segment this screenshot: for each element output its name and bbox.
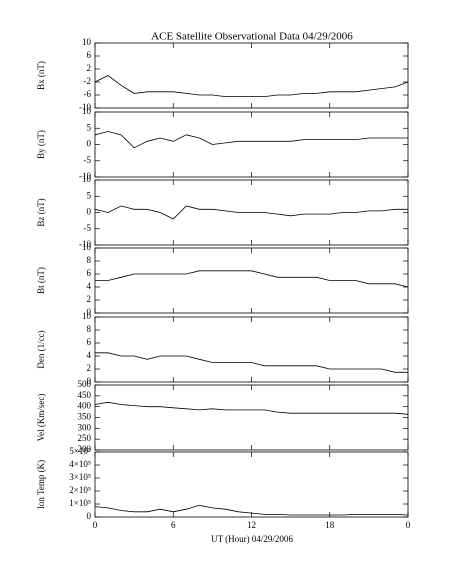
y-tick-label: 0 <box>87 511 92 521</box>
y-tick-label: 6 <box>87 268 92 278</box>
y-tick-label: 300 <box>78 422 92 432</box>
chart-title: ACE Satellite Observational Data 04/29/2… <box>151 31 353 43</box>
panel-frame <box>94 111 409 178</box>
y-tick-label: 2 <box>87 63 92 73</box>
x-tick-label: 18 <box>325 520 335 530</box>
y-tick-label: 4 <box>87 350 92 360</box>
y-tick-label: 3×10⁵ <box>69 472 91 482</box>
y-axis-title: Bz (nT) <box>36 198 46 226</box>
y-tick-label: -10 <box>79 239 91 249</box>
y-axis-title: Ion Temp (K) <box>36 460 46 509</box>
y-tick-label: 0 <box>87 307 92 317</box>
y-tick-label: 0 <box>87 139 92 149</box>
x-tick-label: 0 <box>93 520 98 530</box>
y-tick-label: 2×10⁵ <box>69 485 91 495</box>
panel-frame <box>94 42 409 109</box>
x-axis-title: UT (Hour) 04/29/2006 <box>211 534 293 544</box>
y-tick-label: 350 <box>78 412 92 422</box>
data-line <box>95 352 408 373</box>
data-line <box>94 504 409 516</box>
y-tick-label: 8 <box>87 324 92 334</box>
y-axis-title: Den (1/cc) <box>36 330 46 368</box>
y-tick-label: 5×10⁵ <box>69 446 91 456</box>
y-tick-label: -10 <box>79 171 91 181</box>
x-tick-label: 0 <box>406 520 411 530</box>
y-tick-label: -10 <box>79 102 91 112</box>
y-tick-label: 10 <box>82 311 92 321</box>
y-tick-label: 1×10⁵ <box>69 498 91 508</box>
y-tick-label: 10 <box>82 242 92 252</box>
y-tick-label: 5 <box>87 190 92 200</box>
y-tick-label: -6 <box>84 89 92 99</box>
y-tick-label: 2 <box>87 363 92 373</box>
y-tick-label: 5 <box>87 122 92 132</box>
y-tick-label: 250 <box>78 433 92 443</box>
panel-frame <box>94 451 409 518</box>
data-line <box>94 401 409 415</box>
y-axis-title: Vel (Km/sec) <box>36 394 46 442</box>
y-tick-label: 400 <box>78 401 92 411</box>
y-tick-label: 6 <box>87 50 92 60</box>
y-tick-label: 0 <box>87 207 92 217</box>
y-tick-label: 6 <box>87 337 92 347</box>
y-tick-label: 10 <box>82 174 92 184</box>
data-line <box>94 75 409 97</box>
y-axis-title: By (nT) <box>36 130 46 159</box>
y-axis-title: Bt (nT) <box>36 267 46 294</box>
data-line <box>94 131 408 149</box>
y-tick-label: 10 <box>82 106 92 116</box>
y-tick-label: 200 <box>78 444 92 454</box>
y-tick-label: 500 <box>78 379 92 389</box>
y-axis-title: Bx (nT) <box>36 61 46 90</box>
y-tick-label: -2 <box>84 76 92 86</box>
panel-frame <box>94 384 409 451</box>
y-tick-label: 2 <box>87 294 92 304</box>
y-tick-label: 0 <box>87 376 92 386</box>
y-tick-label: 4×10⁵ <box>69 459 91 469</box>
y-tick-label: -5 <box>84 155 92 165</box>
y-tick-label: 8 <box>87 255 92 265</box>
y-tick-label: 450 <box>78 390 92 400</box>
x-tick-label: 6 <box>171 520 176 530</box>
panel-frame <box>94 247 409 314</box>
panel-frame <box>94 316 409 383</box>
y-tick-label: -5 <box>84 223 92 233</box>
data-line <box>94 205 408 220</box>
data-line <box>95 270 409 288</box>
y-tick-label: 10 <box>82 37 92 47</box>
y-tick-label: 4 <box>87 281 92 291</box>
x-tick-label: 12 <box>247 520 256 530</box>
